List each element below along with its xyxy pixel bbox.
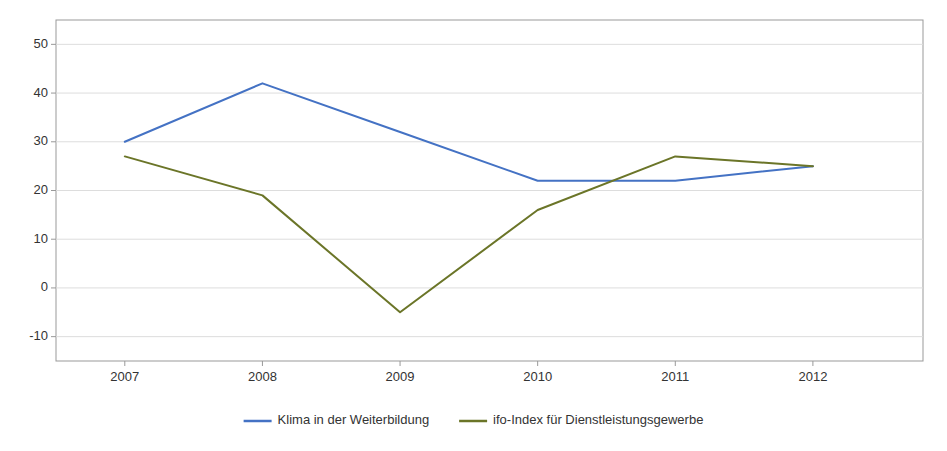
tick-label: 2009 [386,369,415,384]
tick-mark [51,44,56,45]
grid-line [56,239,923,240]
tick-mark [812,361,813,366]
chart-container: -10 0 10 20 30 40 50 2007 2008 2009 2010 2011 2012 Kl… [0,0,947,451]
x-axis: 2007 2008 2009 2010 2011 2012 [110,361,827,384]
tick-label: 40 [34,85,48,100]
tick-label: -10 [29,328,48,343]
tick-label: 10 [34,231,48,246]
legend: Klima in der Weiterbildung ifo-Index für … [244,412,704,427]
legend-swatch [459,420,487,423]
grid-line [56,44,923,45]
series-line [125,156,813,312]
tick-mark [51,190,56,191]
series-group [125,83,813,312]
grid-line [56,93,923,94]
grid-line [56,190,923,191]
tick-label: 2008 [248,369,277,384]
tick-label: 2010 [523,369,552,384]
tick-label: 2012 [798,369,827,384]
grid-line [56,336,923,337]
tick-label: 30 [34,133,48,148]
tick-mark [124,361,125,366]
tick-mark [262,361,263,366]
grid-line [56,287,923,288]
tick-mark [51,141,56,142]
tick-mark [51,93,56,94]
tick-mark [537,361,538,366]
legend-label: Klima in der Weiterbildung [278,412,430,427]
tick-mark [400,361,401,366]
tick-label: 50 [34,36,48,51]
legend-item: ifo-Index für Dienstleistungsgewerbe [459,412,703,427]
tick-label: 2011 [661,369,689,384]
grid-line [56,141,923,142]
tick-mark [675,361,676,366]
y-axis: -10 0 10 20 30 40 50 [29,36,923,343]
tick-label: 20 [34,182,48,197]
tick-mark [51,287,56,288]
chart: -10 0 10 20 30 40 50 2007 2008 2009 2010 2011 2012 Kl… [0,0,947,451]
series-line [125,83,813,180]
plot-frame [56,20,923,361]
tick-label: 0 [41,279,48,294]
tick-mark [51,239,56,240]
legend-swatch [244,420,272,423]
legend-item: Klima in der Weiterbildung [244,412,430,427]
tick-mark [51,336,56,337]
legend-label: ifo-Index für Dienstleistungsgewerbe [493,412,703,427]
tick-label: 2007 [110,369,139,384]
